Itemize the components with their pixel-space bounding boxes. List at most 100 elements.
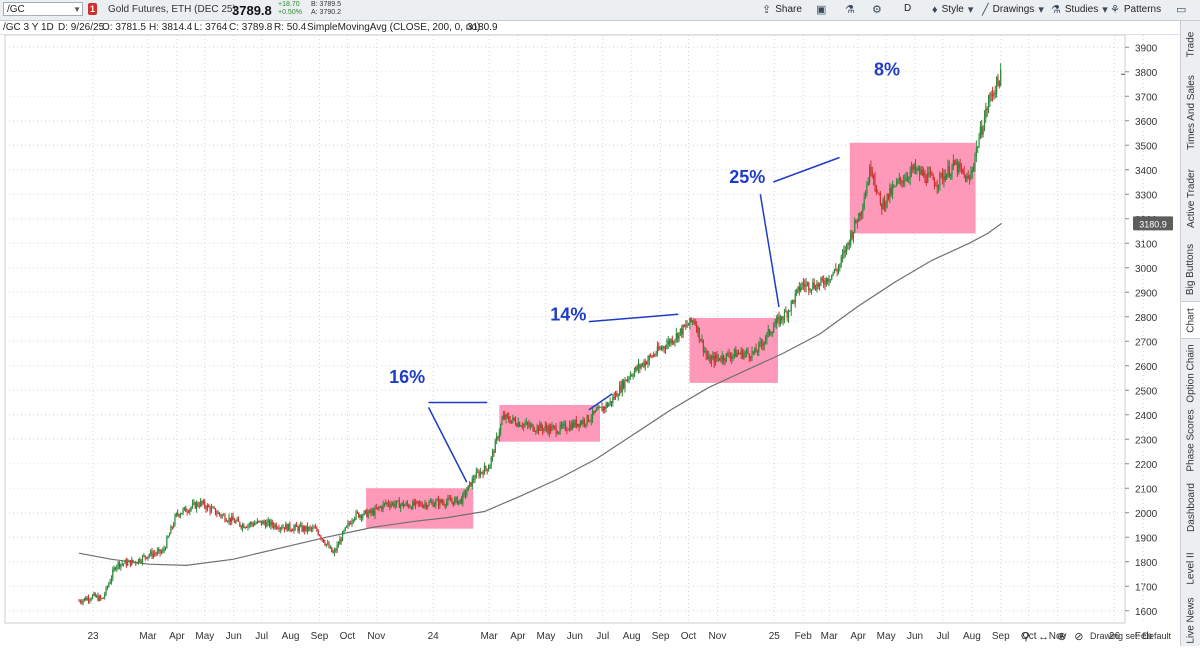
crosshair-icon[interactable]: ⊕ bbox=[1057, 631, 1067, 643]
candle-body bbox=[973, 166, 975, 170]
candle-body bbox=[228, 517, 230, 522]
candle-body bbox=[833, 269, 836, 273]
candle-body bbox=[128, 560, 130, 562]
candle-body bbox=[994, 92, 996, 94]
pan-icon[interactable]: ↔ bbox=[1038, 631, 1050, 643]
candle-body bbox=[374, 507, 376, 516]
candle-body bbox=[498, 432, 500, 439]
top-toolbar: /GC ▼ 1 Gold Futures, ETH (DEC 25) 3789.… bbox=[0, 0, 1200, 21]
share-button[interactable]: ⇪ Share bbox=[762, 3, 802, 16]
candle-body bbox=[266, 522, 268, 527]
candle-body bbox=[187, 511, 190, 513]
candle-body bbox=[843, 250, 845, 255]
candle-body bbox=[875, 186, 877, 193]
candle-body bbox=[746, 350, 748, 353]
candle-body bbox=[574, 420, 576, 427]
candle-body bbox=[912, 166, 914, 170]
sidebar-tab-label: Option Chain bbox=[1185, 343, 1197, 403]
sidebar-tab-level-ii[interactable]: Level II bbox=[1181, 543, 1200, 593]
candle-body bbox=[933, 180, 936, 186]
candle-body bbox=[809, 290, 811, 291]
pencil-icon: ╱ bbox=[982, 4, 989, 16]
candle-body bbox=[587, 415, 590, 422]
sidebar-tab-trade[interactable]: Trade bbox=[1181, 23, 1200, 65]
candle-body bbox=[470, 482, 472, 487]
candle-body bbox=[321, 538, 323, 540]
sidebar-tab-chart[interactable]: Chart bbox=[1181, 301, 1200, 339]
candle-body bbox=[868, 166, 871, 183]
style-icon: ♦ bbox=[932, 3, 938, 16]
y-tick-label: 2000 bbox=[1135, 509, 1158, 520]
chart-svg[interactable]: 1600 1700 1800 1900 2000 2100 2200 2300 2400 2500… bbox=[0, 34, 1180, 646]
period-button[interactable]: D bbox=[904, 3, 911, 14]
candle-body bbox=[651, 355, 653, 357]
sidebar-tab-active-trader[interactable]: Active Trader bbox=[1181, 159, 1200, 237]
candle-body bbox=[258, 520, 260, 522]
zoom-icon[interactable]: ⚲ bbox=[1022, 631, 1031, 643]
x-tick-label: Sep bbox=[992, 631, 1010, 642]
candle-body bbox=[781, 316, 783, 320]
candle-body bbox=[339, 539, 341, 545]
sidebar-tab-live-news[interactable]: Live News bbox=[1181, 593, 1200, 648]
candle-body bbox=[736, 353, 738, 358]
candle-body bbox=[235, 521, 237, 523]
sidebar-tab-phase-scores[interactable]: Phase Scores bbox=[1181, 409, 1200, 471]
candle-body bbox=[974, 156, 976, 167]
settings-button[interactable]: ⚙ bbox=[872, 3, 882, 16]
candle-body bbox=[890, 188, 892, 195]
price-chart[interactable]: 1600 1700 1800 1900 2000 2100 2200 2300 2400 2500… bbox=[0, 34, 1180, 646]
layout-button[interactable]: ▣ bbox=[816, 3, 826, 16]
experiment-button[interactable]: ⚗ bbox=[845, 3, 855, 16]
candle-body bbox=[423, 505, 425, 508]
symbol-input[interactable]: /GC ▼ bbox=[3, 2, 83, 16]
candle-body bbox=[624, 379, 626, 388]
no-drawing-icon[interactable]: ⊘ bbox=[1074, 631, 1084, 643]
candle-body bbox=[510, 420, 513, 423]
candle-body bbox=[260, 520, 263, 525]
candle-body bbox=[655, 353, 657, 356]
high-value: H: 3814.4 bbox=[149, 22, 193, 33]
candle-body bbox=[94, 593, 96, 597]
candle-body bbox=[209, 507, 211, 512]
candle-body bbox=[223, 515, 225, 516]
candle-body bbox=[618, 385, 621, 396]
period-label: D bbox=[904, 3, 912, 14]
sidebar-tab-times-and-sales[interactable]: Times And Sales bbox=[1181, 65, 1200, 159]
candle-body bbox=[689, 317, 691, 325]
chevron-down-icon[interactable]: ▼ bbox=[73, 5, 81, 14]
candle-body bbox=[291, 530, 294, 532]
candle-body bbox=[502, 414, 504, 420]
candle-body bbox=[816, 283, 818, 291]
maximize-button[interactable]: ▭ bbox=[1176, 3, 1186, 16]
patterns-button[interactable]: ⚘ Patterns bbox=[1110, 3, 1161, 16]
drawing-set-label[interactable]: Drawing set: Default bbox=[1090, 631, 1172, 641]
style-button[interactable]: ♦ Style ▾ bbox=[932, 3, 973, 17]
sidebar-tab-dashboard[interactable]: Dashboard bbox=[1181, 471, 1200, 543]
candle-body bbox=[524, 424, 526, 425]
candle-body bbox=[378, 507, 380, 509]
candle-body bbox=[154, 553, 156, 555]
candle-body bbox=[394, 504, 396, 507]
candle-body bbox=[312, 527, 314, 529]
candle-body bbox=[198, 505, 200, 507]
drawings-button[interactable]: ╱ Drawings ▾ bbox=[982, 3, 1044, 16]
sidebar-tab-option-chain[interactable]: Option Chain bbox=[1181, 337, 1200, 409]
candle-body bbox=[278, 528, 280, 530]
candle-body bbox=[236, 519, 238, 522]
candle-body bbox=[718, 357, 721, 361]
candle-body bbox=[225, 520, 227, 522]
candle-body bbox=[541, 428, 544, 431]
candle-body bbox=[732, 354, 734, 357]
candle-body bbox=[955, 162, 957, 165]
candle-body bbox=[963, 172, 965, 175]
candle-body bbox=[320, 536, 322, 539]
candle-body bbox=[313, 527, 315, 529]
sidebar-tab-big-buttons[interactable]: Big Buttons bbox=[1181, 237, 1200, 301]
candle-body bbox=[193, 502, 195, 504]
candle-body bbox=[929, 172, 932, 175]
candle-body bbox=[78, 600, 80, 602]
y-tick-label: 2900 bbox=[1135, 288, 1158, 299]
candle-body bbox=[989, 93, 991, 103]
studies-button[interactable]: ⚗ Studies ▾ bbox=[1051, 3, 1108, 16]
link-badge[interactable]: 1 bbox=[88, 3, 97, 15]
